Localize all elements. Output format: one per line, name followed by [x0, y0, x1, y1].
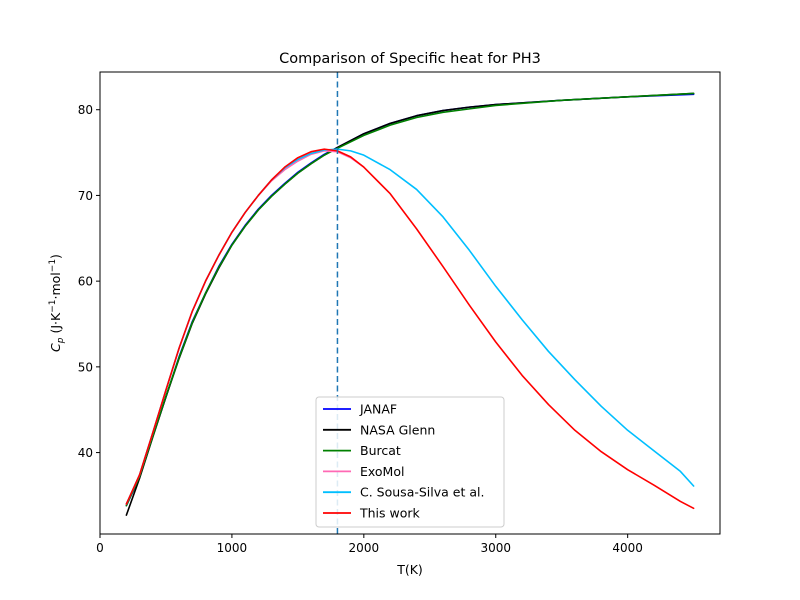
legend-label-3: ExoMol	[360, 464, 404, 479]
legend: JANAF NASA Glenn Burcat ExoMol C. Sousa-Silv…	[315, 396, 505, 528]
legend-label-4: C. Sousa-Silva et al.	[360, 485, 484, 500]
x-tick-label: 4000	[612, 541, 643, 555]
x-tick-label: 3000	[480, 541, 511, 555]
legend-label-1: NASA Glenn	[360, 422, 435, 437]
chart-title: Comparison of Specific heat for PH3	[279, 51, 541, 67]
y-axis-label: Cp (J·K−1·mol−1)	[48, 254, 66, 352]
x-tick-label: 0	[96, 541, 104, 555]
x-axis-ticks: 0 1000 2000 3000 4000	[96, 534, 643, 555]
legend-box	[315, 396, 505, 528]
series-layer	[125, 92, 695, 516]
legend-label-0: JANAF	[359, 402, 397, 417]
x-axis-label: T(K)	[396, 562, 423, 577]
y-tick-label: 40	[78, 446, 93, 460]
x-tick-label: 1000	[217, 541, 248, 555]
series-line-2	[125, 92, 695, 507]
y-tick-label: 60	[78, 275, 93, 289]
legend-label-2: Burcat	[360, 443, 401, 458]
legend-items: JANAF NASA Glenn Burcat ExoMol C. Sousa-Silv…	[323, 402, 484, 521]
y-tick-label: 50	[78, 360, 93, 374]
y-tick-label: 80	[78, 103, 93, 117]
y-axis-ticks: 40 50 60 70 80	[78, 103, 100, 460]
x-tick-label: 2000	[349, 541, 380, 555]
y-tick-label: 70	[78, 189, 93, 203]
series-line-5	[125, 148, 695, 510]
legend-label-5: This work	[359, 506, 421, 521]
axes-frame	[99, 71, 721, 535]
